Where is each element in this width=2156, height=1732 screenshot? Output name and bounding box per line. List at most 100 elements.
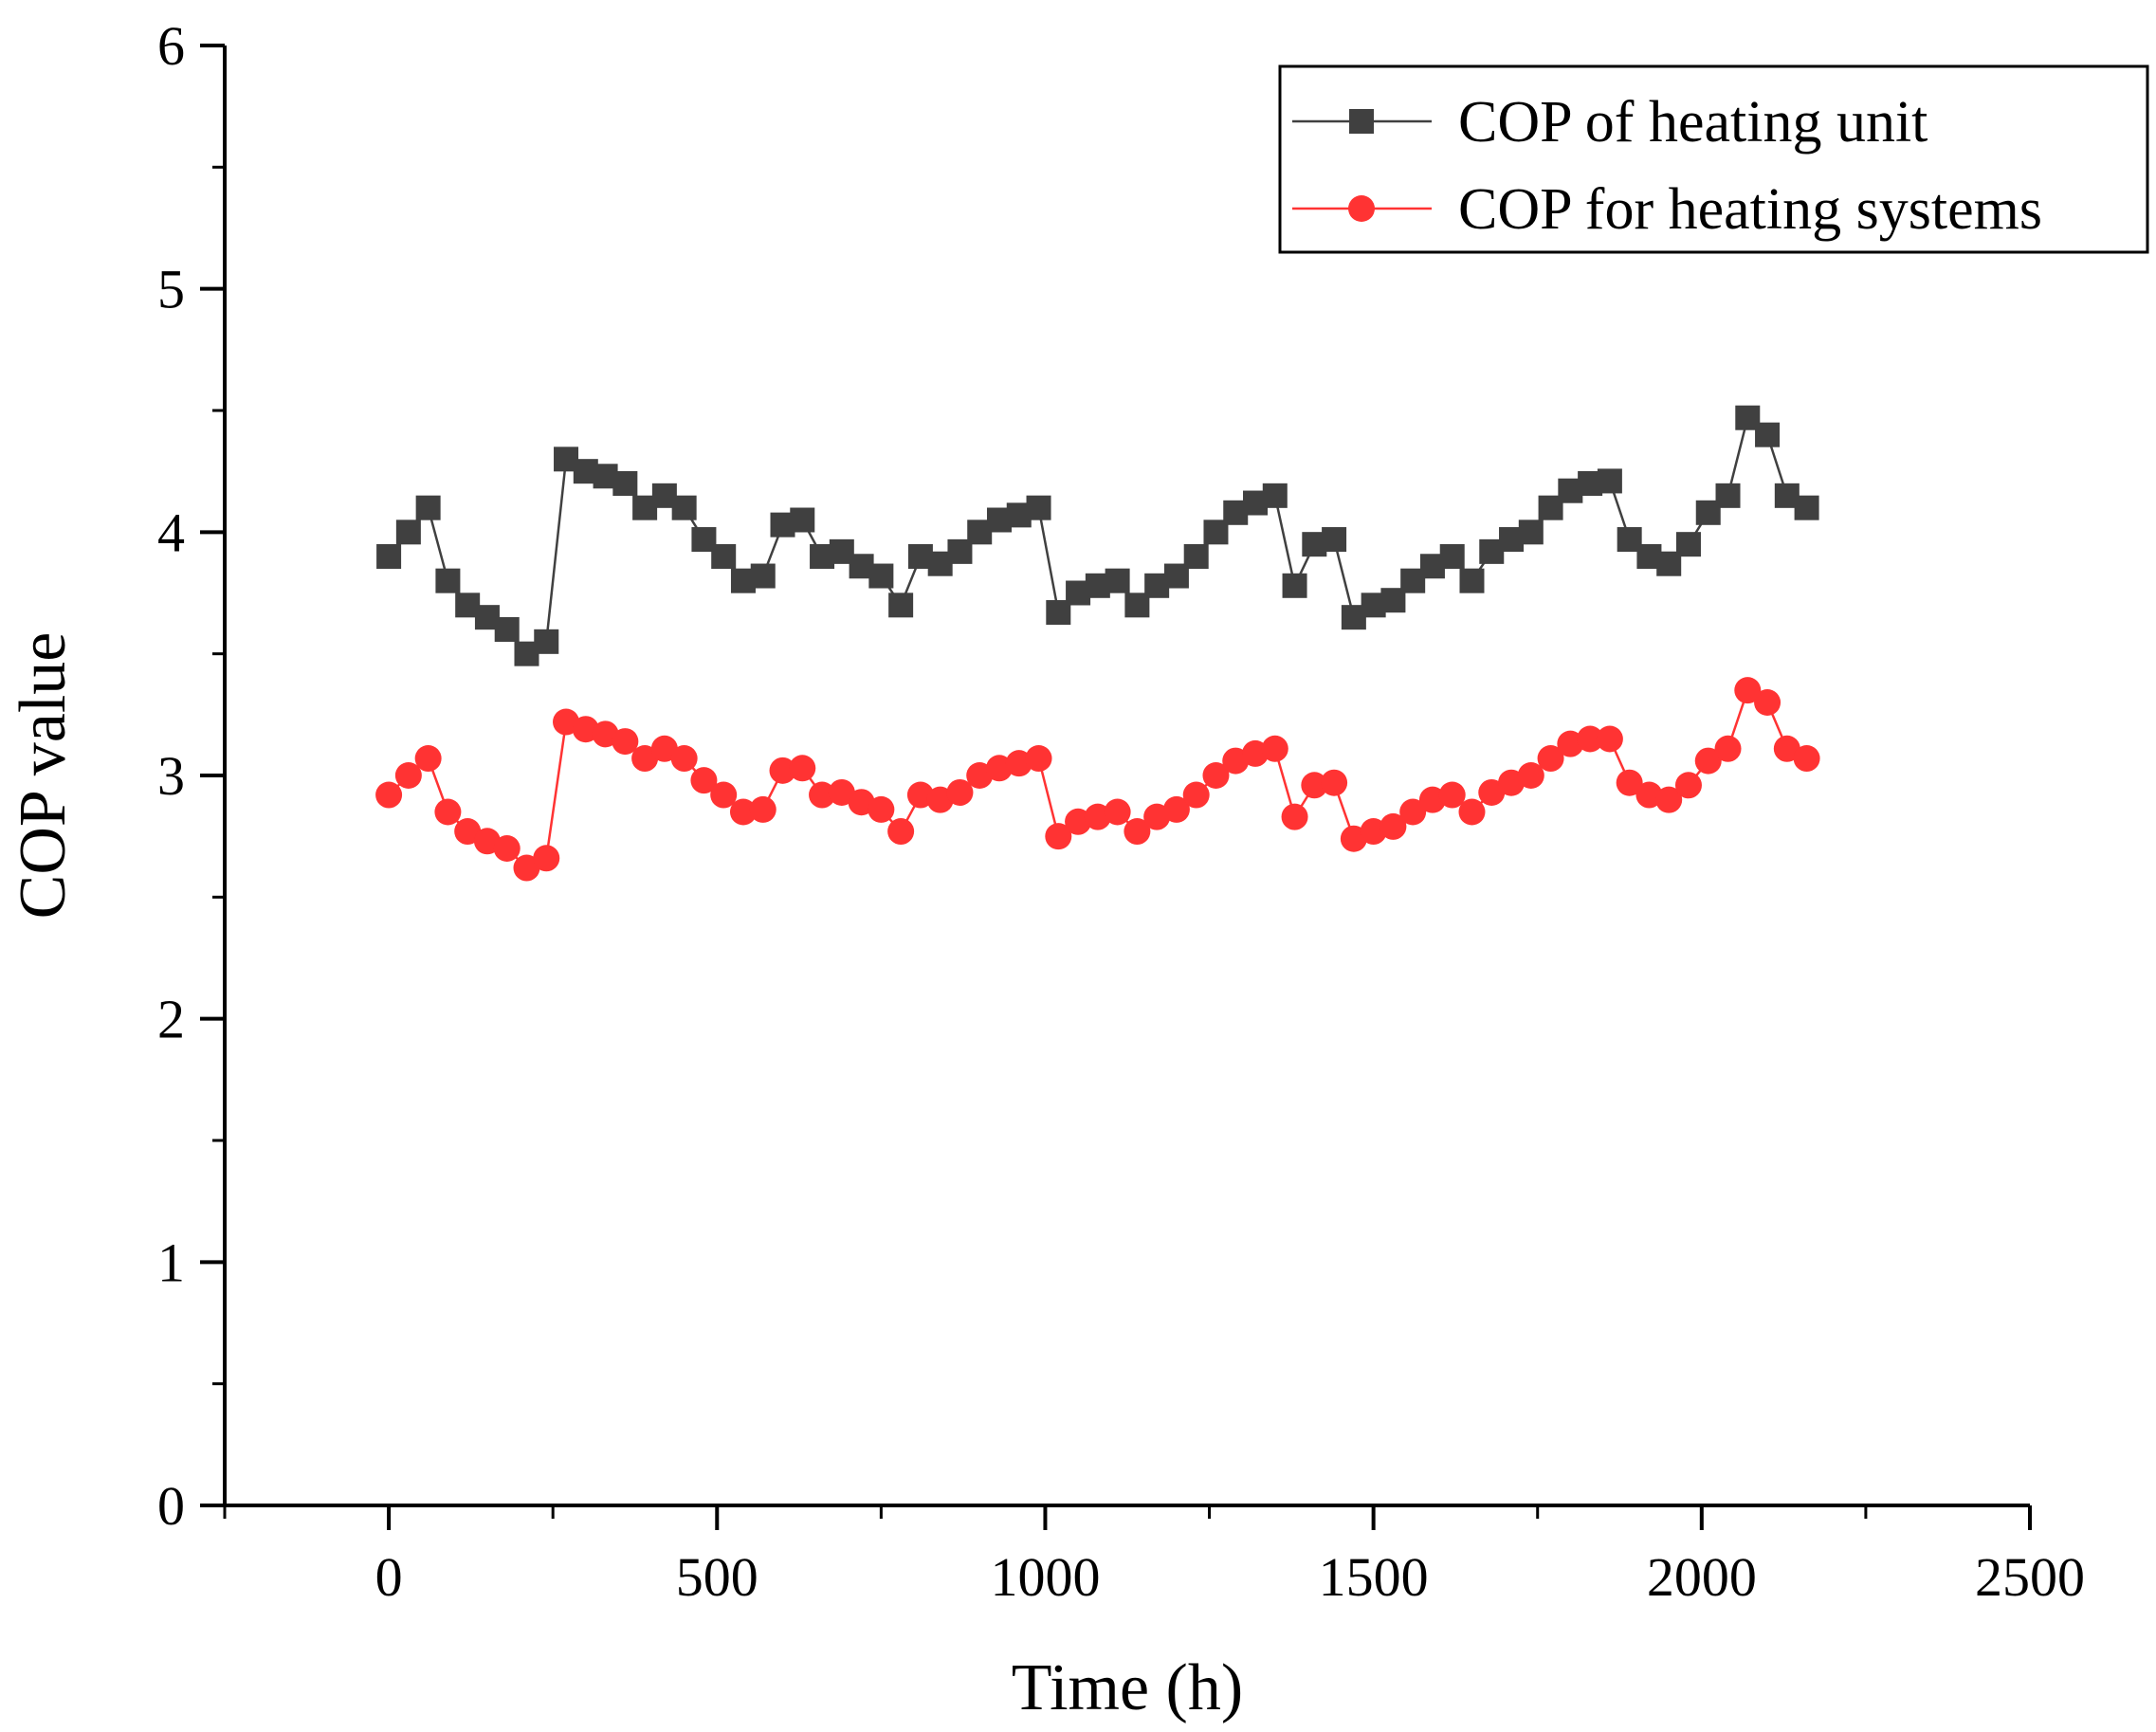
data-point-heating-systems bbox=[1202, 762, 1230, 789]
data-point-heating-systems bbox=[1596, 725, 1623, 753]
legend-marker-heating-systems bbox=[1348, 195, 1375, 222]
data-point-heating-systems bbox=[1694, 747, 1722, 775]
series-heating-unit bbox=[376, 405, 1819, 666]
data-point-heating-systems bbox=[1025, 745, 1052, 773]
data-point-heating-systems bbox=[1162, 795, 1190, 823]
data-point-heating-systems bbox=[1124, 818, 1151, 846]
y-axis-title: COP value bbox=[7, 632, 80, 920]
data-point-heating-systems bbox=[828, 778, 855, 806]
series-layer bbox=[375, 405, 1820, 882]
data-point-heating-systems bbox=[769, 757, 796, 784]
data-point-heating-unit bbox=[711, 544, 737, 569]
data-point-heating-systems bbox=[1438, 781, 1466, 809]
data-point-heating-systems bbox=[434, 798, 462, 826]
data-point-heating-systems bbox=[394, 762, 422, 789]
data-point-heating-systems bbox=[1261, 735, 1288, 762]
x-tick-label: 500 bbox=[676, 1546, 758, 1608]
data-point-heating-systems bbox=[650, 735, 678, 762]
data-point-heating-systems bbox=[1734, 677, 1762, 704]
y-tick-label: 4 bbox=[157, 501, 185, 563]
x-tick-label: 2000 bbox=[1647, 1546, 1757, 1608]
data-point-heating-systems bbox=[690, 767, 718, 794]
data-point-heating-systems bbox=[809, 781, 836, 809]
data-point-heating-systems bbox=[1399, 798, 1427, 826]
data-point-heating-systems bbox=[513, 854, 540, 882]
data-point-heating-unit bbox=[1439, 544, 1465, 569]
data-point-heating-systems bbox=[1537, 745, 1564, 773]
data-point-heating-systems bbox=[670, 745, 698, 773]
legend: COP of heating unit COP for heating syste… bbox=[1278, 64, 2149, 254]
axes: 0 1 2 3 4 5 6 0 500 1000 1500 2000 2500 bbox=[157, 15, 2085, 1608]
data-point-heating-unit bbox=[790, 507, 815, 533]
legend-label-heating-unit: COP of heating unit bbox=[1458, 90, 1928, 155]
data-point-heating-systems bbox=[1104, 798, 1131, 826]
data-point-heating-systems bbox=[1714, 735, 1742, 762]
data-point-heating-systems bbox=[1754, 689, 1781, 716]
data-point-heating-systems bbox=[533, 845, 560, 872]
data-point-heating-systems bbox=[1793, 745, 1820, 773]
data-point-heating-unit bbox=[415, 495, 441, 520]
data-point-heating-unit bbox=[435, 568, 461, 593]
data-point-heating-systems bbox=[1379, 812, 1407, 840]
x-tick-label: 0 bbox=[375, 1546, 403, 1608]
y-tick-label: 3 bbox=[157, 745, 185, 807]
data-point-heating-unit bbox=[376, 544, 402, 569]
data-point-heating-unit bbox=[612, 471, 638, 496]
y-tick-label: 5 bbox=[157, 259, 185, 320]
data-point-heating-unit bbox=[1518, 520, 1544, 545]
data-point-heating-systems bbox=[749, 795, 777, 823]
data-point-heating-unit bbox=[1262, 483, 1288, 508]
data-point-heating-systems bbox=[946, 778, 974, 806]
y-tick-label: 0 bbox=[157, 1475, 185, 1537]
data-point-heating-systems bbox=[1674, 772, 1702, 799]
data-point-heating-systems bbox=[1458, 798, 1486, 826]
data-point-heating-systems bbox=[710, 781, 738, 809]
data-point-heating-unit bbox=[395, 520, 421, 545]
data-point-heating-unit bbox=[1105, 568, 1130, 593]
data-point-heating-unit bbox=[888, 593, 914, 618]
data-point-heating-systems bbox=[1301, 772, 1328, 799]
x-axis-title: Time (h) bbox=[1012, 1651, 1243, 1724]
data-point-heating-unit bbox=[750, 563, 776, 589]
data-point-heating-systems bbox=[375, 781, 403, 809]
x-tick-label: 2500 bbox=[1975, 1546, 2085, 1608]
data-point-heating-unit bbox=[1715, 483, 1741, 508]
legend-marker-heating-unit bbox=[1349, 109, 1374, 134]
data-point-heating-unit bbox=[1794, 495, 1819, 520]
data-point-heating-systems bbox=[1045, 823, 1072, 850]
data-point-heating-systems bbox=[1517, 762, 1544, 789]
data-point-heating-systems bbox=[414, 745, 442, 773]
data-point-heating-unit bbox=[1282, 573, 1307, 598]
data-point-heating-systems bbox=[789, 755, 816, 782]
data-point-heating-systems bbox=[1478, 778, 1506, 806]
data-point-heating-systems bbox=[887, 818, 915, 846]
data-point-heating-unit bbox=[1183, 544, 1209, 569]
data-point-heating-unit bbox=[534, 629, 559, 654]
data-point-heating-unit bbox=[1755, 422, 1781, 447]
y-tick-label: 6 bbox=[157, 15, 185, 77]
data-point-heating-unit bbox=[494, 617, 520, 642]
data-point-heating-systems bbox=[631, 745, 659, 773]
data-point-heating-systems bbox=[1655, 786, 1683, 813]
data-point-heating-systems bbox=[1773, 735, 1800, 762]
data-point-heating-systems bbox=[612, 728, 639, 756]
data-point-heating-unit bbox=[1026, 495, 1051, 520]
data-point-heating-unit bbox=[1597, 468, 1622, 494]
data-point-heating-unit bbox=[1322, 527, 1347, 553]
series-heating-systems bbox=[375, 677, 1820, 882]
data-point-heating-unit bbox=[671, 495, 697, 520]
data-point-heating-systems bbox=[454, 818, 482, 846]
x-tick-label: 1500 bbox=[1319, 1546, 1429, 1608]
data-point-heating-systems bbox=[729, 798, 757, 826]
y-tick-label: 2 bbox=[157, 989, 185, 1050]
data-point-heating-unit bbox=[1675, 532, 1701, 557]
legend-label-heating-systems: COP for heating systems bbox=[1458, 177, 2042, 242]
data-point-heating-systems bbox=[493, 835, 521, 862]
legend-box bbox=[1278, 64, 2149, 254]
data-point-heating-systems bbox=[1182, 781, 1210, 809]
data-point-heating-unit bbox=[1459, 568, 1485, 593]
data-point-heating-systems bbox=[1577, 725, 1604, 753]
x-tick-label: 1000 bbox=[990, 1546, 1100, 1608]
